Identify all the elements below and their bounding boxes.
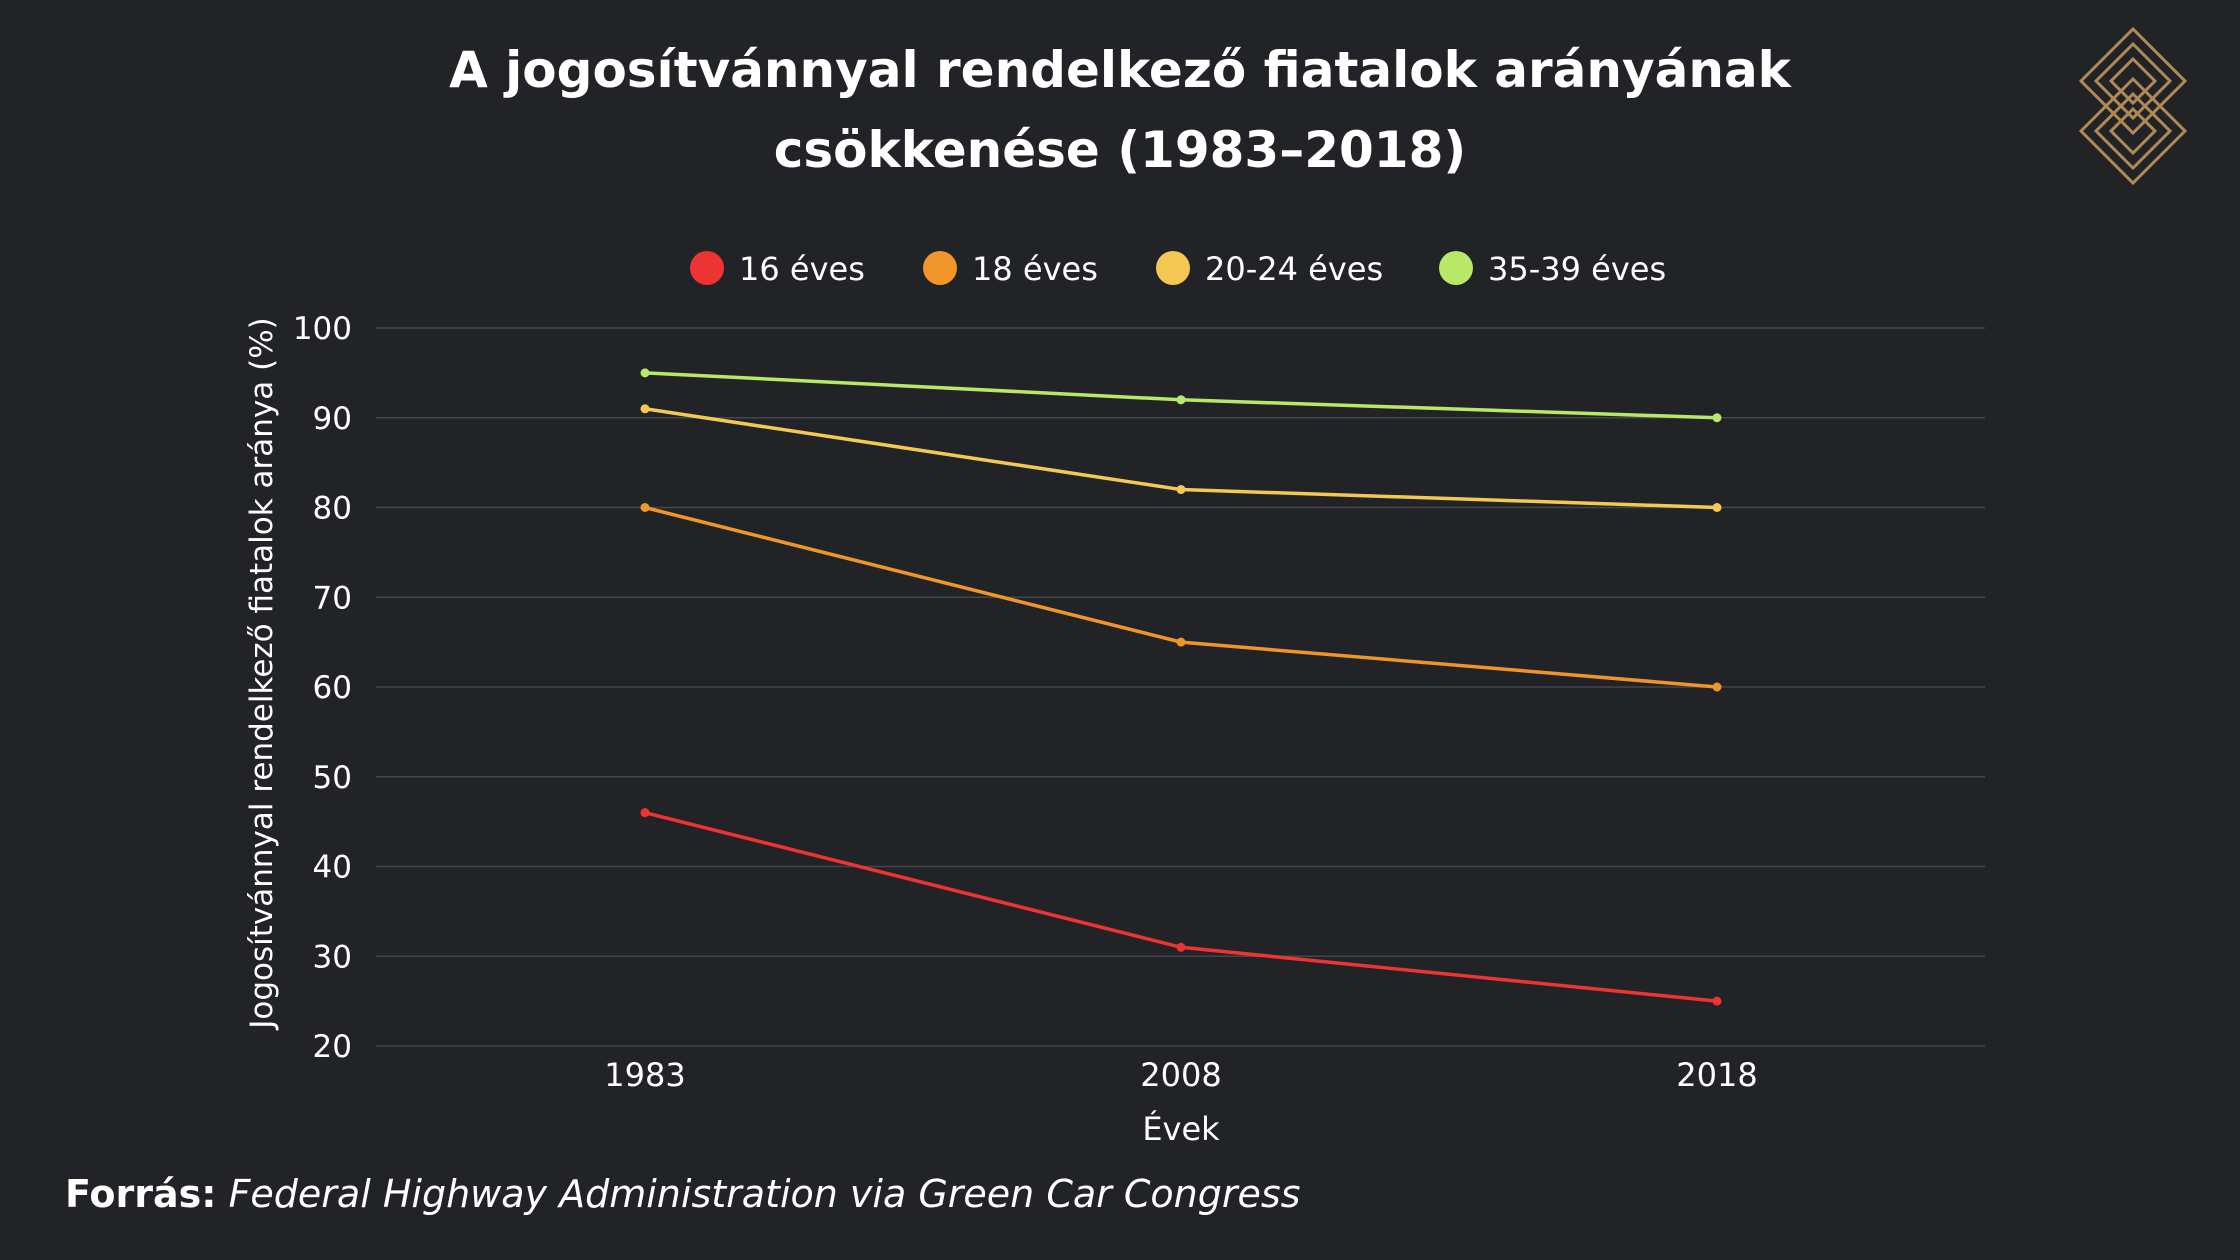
series-2 (640, 404, 1722, 512)
y-tick-label: 90 (313, 401, 352, 437)
data-point (1176, 942, 1186, 952)
series-1 (640, 503, 1722, 692)
data-point (640, 503, 650, 512)
x-axis-label: Évek (1142, 1110, 1220, 1148)
legend-item[interactable]: 18 éves (923, 250, 1098, 288)
data-point (1712, 996, 1722, 1006)
chart-title-line-2: csökkenése (1983–2018) (773, 121, 1467, 179)
legend: 16 éves 18 éves 20-24 éves 35-39 éves (690, 250, 1666, 288)
x-tick-label: 2018 (1676, 1056, 1757, 1094)
legend-item[interactable]: 16 éves (690, 250, 865, 288)
y-tick-label: 40 (313, 850, 352, 886)
legend-label: 35-39 éves (1488, 250, 1666, 288)
source-text: Federal Highway Administration via Green… (228, 1172, 1301, 1216)
y-tick-label: 20 (313, 1029, 352, 1065)
legend-label: 18 éves (972, 250, 1098, 288)
gridlines (376, 327, 1985, 1047)
chart-title: A jogosítvánnyal rendelkező fiatalok ará… (0, 30, 2240, 190)
source-label: Forrás: (65, 1172, 217, 1216)
legend-swatch (1156, 251, 1190, 285)
x-tick-label: 2008 (1140, 1056, 1221, 1094)
legend-item[interactable]: 20-24 éves (1156, 250, 1383, 288)
legend-swatch (1439, 251, 1473, 285)
y-tick-label: 80 (313, 491, 352, 527)
series (640, 368, 1722, 1006)
y-tick-label: 50 (313, 760, 352, 796)
data-point (1176, 395, 1186, 405)
series-3 (640, 368, 1722, 423)
y-axis-ticks: 20 30 40 50 60 70 80 90 100 (293, 311, 352, 1065)
data-point (640, 404, 650, 414)
data-point (1712, 682, 1722, 692)
y-axis-label: Jogosítvánnyal rendelkező fiatalok arány… (244, 317, 280, 1031)
data-point (640, 368, 650, 378)
series-0 (640, 808, 1722, 1006)
source-note: Forrás: Federal Highway Administration v… (65, 1172, 1300, 1216)
y-tick-label: 30 (313, 939, 352, 975)
y-tick-label: 70 (313, 580, 352, 616)
x-axis-ticks: 1983 2008 2018 (604, 1056, 1757, 1094)
data-point (1712, 503, 1722, 512)
data-point (1712, 413, 1722, 423)
legend-swatch (690, 251, 724, 285)
data-point (1176, 637, 1186, 647)
legend-item[interactable]: 35-39 éves (1439, 250, 1666, 288)
legend-swatch (923, 251, 957, 285)
legend-label: 20-24 éves (1205, 250, 1383, 288)
data-point (640, 808, 650, 818)
x-tick-label: 1983 (604, 1056, 685, 1094)
series-line (644, 810, 1718, 1003)
legend-label: 16 éves (739, 250, 865, 288)
chart-title-line-1: A jogosítvánnyal rendelkező fiatalok ará… (449, 41, 1791, 99)
gold-s-maze-logo-icon (2078, 26, 2188, 186)
data-point (1176, 485, 1186, 495)
y-tick-label: 60 (313, 670, 352, 706)
y-tick-label: 100 (293, 311, 352, 347)
